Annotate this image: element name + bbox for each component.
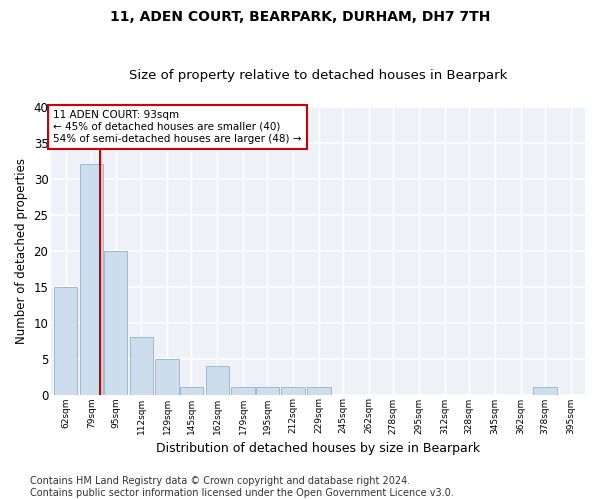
Bar (281, 388, 305, 394)
Y-axis label: Number of detached properties: Number of detached properties (15, 158, 28, 344)
Bar (180, 388, 203, 394)
Text: 11 ADEN COURT: 93sqm
← 45% of detached houses are smaller (40)
54% of semi-detac: 11 ADEN COURT: 93sqm ← 45% of detached h… (53, 110, 302, 144)
Bar (155, 358, 179, 394)
X-axis label: Distribution of detached houses by size in Bearpark: Distribution of detached houses by size … (156, 442, 480, 455)
Text: 11, ADEN COURT, BEARPARK, DURHAM, DH7 7TH: 11, ADEN COURT, BEARPARK, DURHAM, DH7 7T… (110, 10, 490, 24)
Bar (533, 388, 557, 394)
Title: Size of property relative to detached houses in Bearpark: Size of property relative to detached ho… (129, 69, 507, 82)
Bar (231, 388, 255, 394)
Bar (130, 337, 153, 394)
Bar (206, 366, 229, 394)
Bar (54, 286, 77, 395)
Bar (80, 164, 103, 394)
Text: Contains HM Land Registry data © Crown copyright and database right 2024.
Contai: Contains HM Land Registry data © Crown c… (30, 476, 454, 498)
Bar (256, 388, 279, 394)
Bar (307, 388, 331, 394)
Bar (104, 250, 127, 394)
